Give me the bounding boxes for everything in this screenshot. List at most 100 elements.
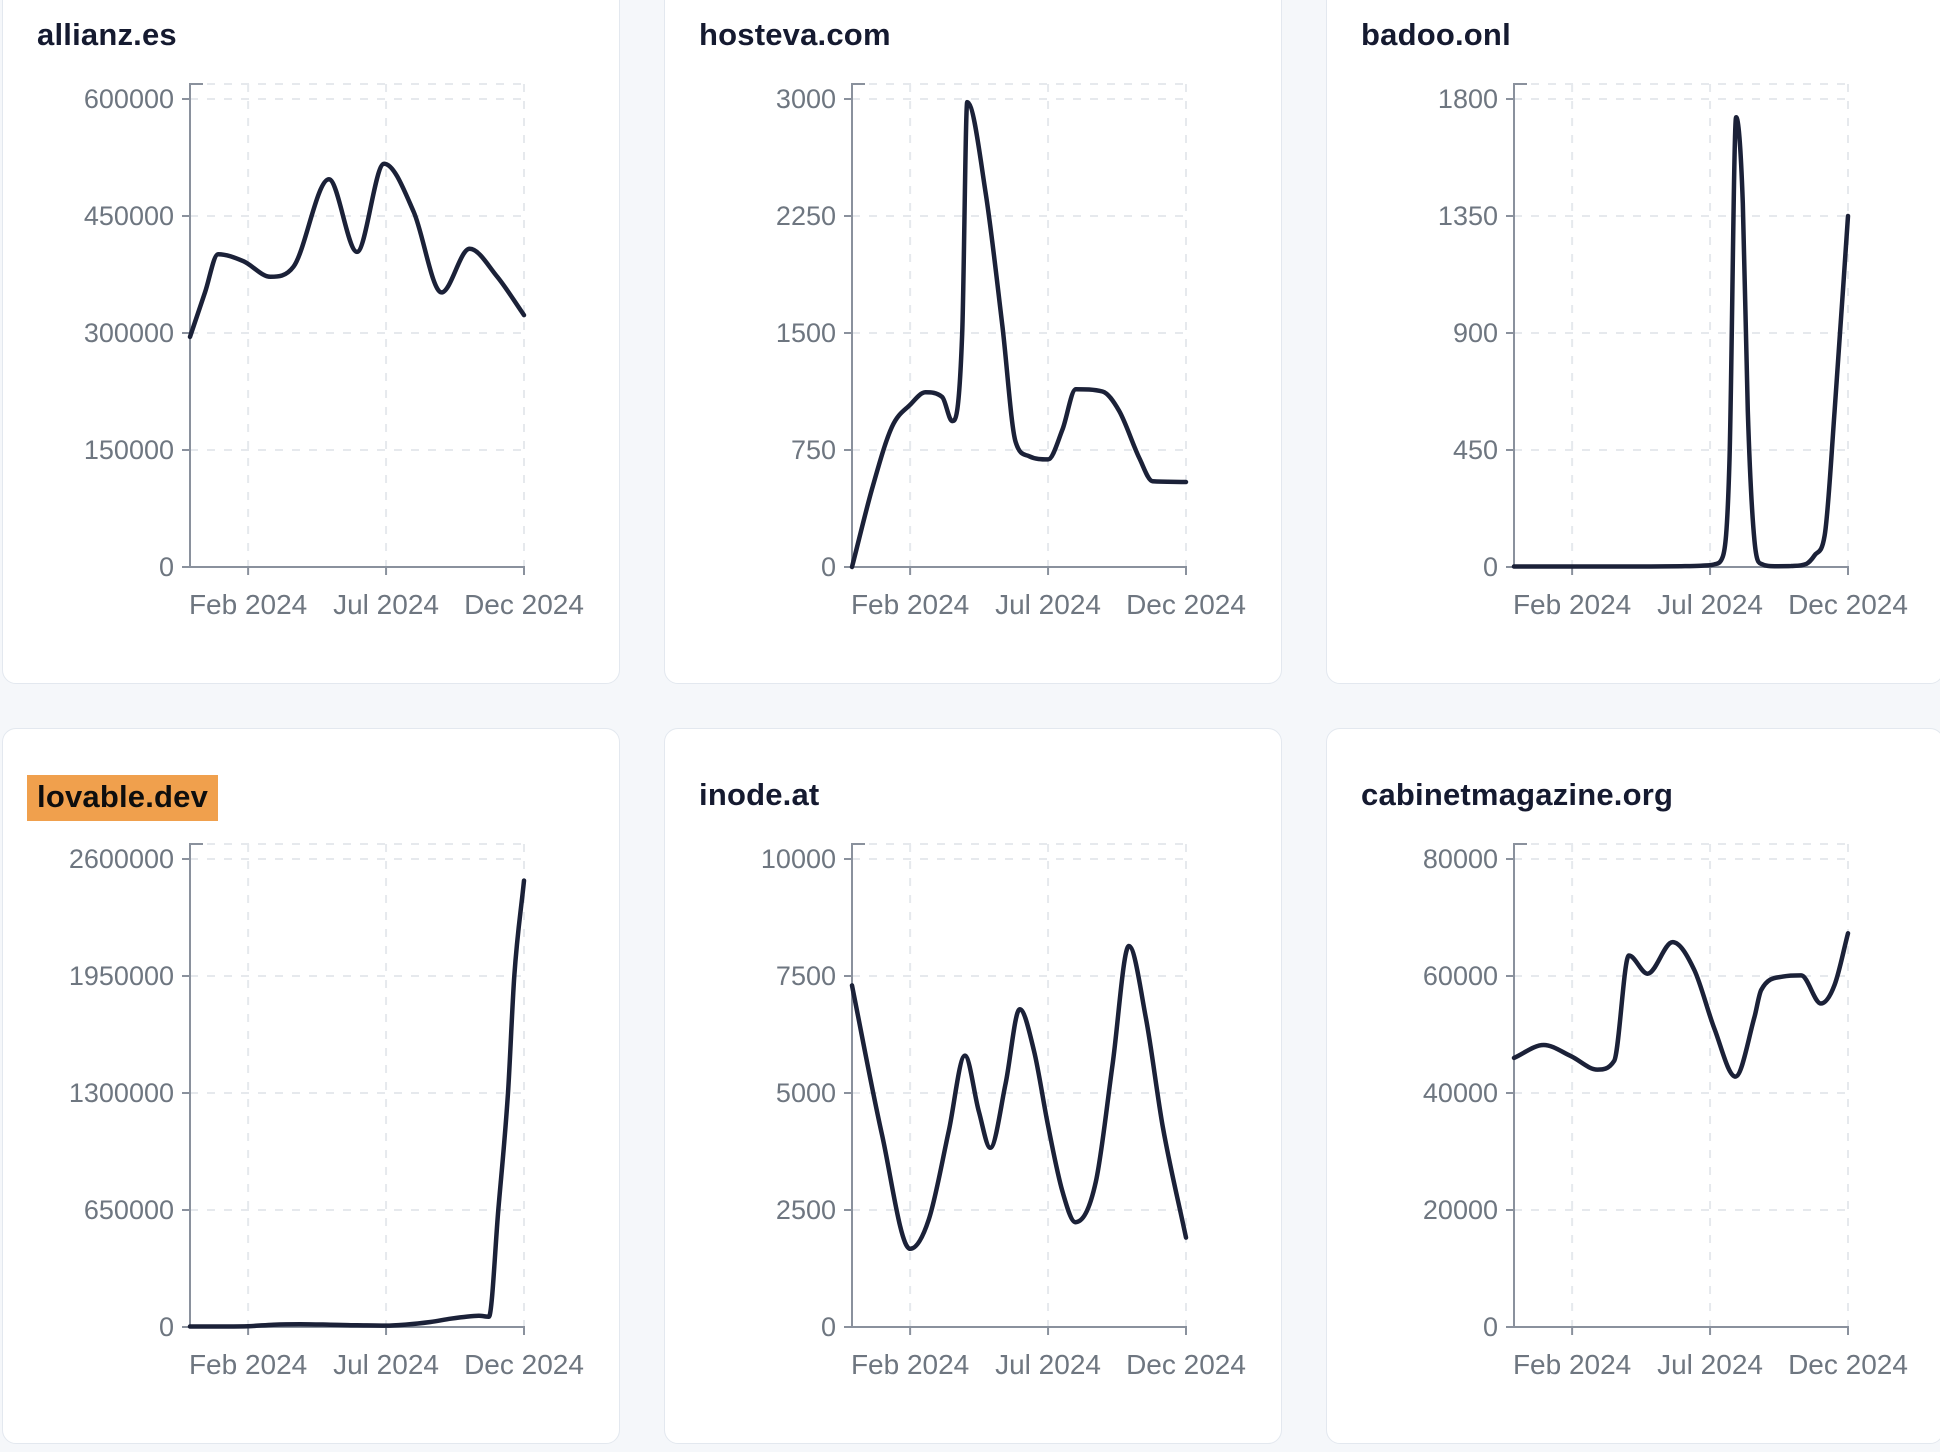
x-tick-label: Dec 2024 xyxy=(464,589,584,620)
chart-card-lovable-dev: lovable.dev 0 650000 1300000 1950000 2600000… xyxy=(2,728,620,1444)
x-tick-label: Feb 2024 xyxy=(189,1349,307,1380)
x-tick-label: Feb 2024 xyxy=(189,589,307,620)
y-tick-label: 750 xyxy=(791,435,836,465)
series-line xyxy=(187,161,527,340)
y-tick-label: 450000 xyxy=(84,201,174,231)
y-axis-labels: 0 150000 300000 450000 600000 xyxy=(84,84,174,582)
line-chart-lovable-dev: 0 650000 1300000 1950000 2600000 Feb 2024 Jul … xyxy=(69,843,584,1380)
axis-domain xyxy=(851,83,1187,575)
y-tick-label: 450 xyxy=(1453,435,1498,465)
x-tick-label: Dec 2024 xyxy=(1126,589,1246,620)
y-axis-ticks xyxy=(1506,98,1514,568)
x-gridlines xyxy=(909,84,1187,567)
x-tick-label: Dec 2024 xyxy=(464,1349,584,1380)
y-axis-labels: 0 650000 1300000 1950000 2600000 xyxy=(69,844,174,1342)
x-tick-label: Feb 2024 xyxy=(1513,1349,1631,1380)
y-axis-labels: 0 750 1500 2250 3000 xyxy=(776,84,836,582)
y-gridlines xyxy=(1514,98,1848,451)
line-chart-inode-at: 0 2500 5000 7500 10000 Feb 2024 Jul 2024 Dec 20… xyxy=(761,843,1246,1380)
y-tick-label: 7500 xyxy=(776,961,836,991)
x-tick-label: Feb 2024 xyxy=(851,589,969,620)
line-chart-cabinetmagazine-org: 0 20000 40000 60000 80000 Feb 2024 Jul 2024 Dec… xyxy=(1423,843,1908,1380)
y-tick-label: 1350 xyxy=(1438,201,1498,231)
y-tick-label: 0 xyxy=(821,552,836,582)
y-tick-label: 1950000 xyxy=(69,961,174,991)
y-tick-label: 5000 xyxy=(776,1078,836,1108)
y-tick-label: 1800 xyxy=(1438,84,1498,114)
line-chart-badoo-onl: 0 450 900 1350 1800 Feb 2024 Jul 2024 Dec 2024 xyxy=(1438,83,1908,620)
y-axis-ticks xyxy=(844,98,852,568)
x-axis-ticks xyxy=(909,1327,1187,1335)
axis-domain xyxy=(1513,83,1849,575)
chart-domain-label[interactable]: cabinetmagazine.org xyxy=(1361,777,1674,812)
y-tick-label: 1300000 xyxy=(69,1078,174,1108)
y-tick-label: 300000 xyxy=(84,318,174,348)
x-tick-label: Jul 2024 xyxy=(1657,589,1763,620)
series-line xyxy=(1511,114,1851,569)
y-tick-label: 0 xyxy=(159,1312,174,1342)
y-tick-label: 20000 xyxy=(1423,1195,1498,1225)
y-axis-ticks xyxy=(844,858,852,1328)
y-gridlines xyxy=(1514,858,1848,1211)
y-axis-labels: 0 20000 40000 60000 80000 xyxy=(1423,844,1498,1342)
x-tick-label: Dec 2024 xyxy=(1788,1349,1908,1380)
x-tick-label: Jul 2024 xyxy=(995,1349,1101,1380)
chart-title: hosteva.com xyxy=(699,15,891,55)
y-axis-ticks xyxy=(182,858,190,1328)
y-tick-label: 2500 xyxy=(776,1195,836,1225)
y-axis-labels: 0 450 900 1350 1800 xyxy=(1438,84,1498,582)
y-axis-labels: 0 2500 5000 7500 10000 xyxy=(761,844,836,1342)
x-gridlines xyxy=(909,844,1187,1327)
y-tick-label: 0 xyxy=(159,552,174,582)
y-tick-label: 0 xyxy=(1483,552,1498,582)
chart-title: badoo.onl xyxy=(1361,15,1511,55)
chart-card-cabinetmagazine-org: cabinetmagazine.org 0 20000 40000 60000 8000… xyxy=(1326,728,1940,1444)
x-tick-label: Jul 2024 xyxy=(333,589,439,620)
x-axis-labels: Feb 2024 Jul 2024 Dec 2024 xyxy=(189,1349,584,1380)
chart-title: inode.at xyxy=(699,775,819,815)
x-axis-labels: Feb 2024 Jul 2024 Dec 2024 xyxy=(1513,1349,1908,1380)
y-gridlines xyxy=(852,98,1186,451)
y-tick-label: 2250 xyxy=(776,201,836,231)
chart-card-badoo-onl: badoo.onl 0 450 900 1350 1800 Feb 2024 Jul 202… xyxy=(1326,0,1940,684)
x-tick-label: Jul 2024 xyxy=(333,1349,439,1380)
y-tick-label: 2600000 xyxy=(69,844,174,874)
x-tick-label: Feb 2024 xyxy=(851,1349,969,1380)
series-line xyxy=(849,99,1189,570)
chart-domain-label[interactable]: allianz.es xyxy=(37,17,177,52)
chart-domain-label[interactable]: badoo.onl xyxy=(1361,17,1511,52)
y-tick-label: 3000 xyxy=(776,84,836,114)
axis-domain xyxy=(189,843,525,1335)
chart-card-inode-at: inode.at 0 2500 5000 7500 10000 Feb 2024 Jul 2… xyxy=(664,728,1282,1444)
y-tick-label: 600000 xyxy=(84,84,174,114)
chart-domain-label[interactable]: lovable.dev xyxy=(27,775,219,821)
x-axis-ticks xyxy=(247,1327,525,1335)
axis-domain xyxy=(1513,843,1849,1335)
chart-title: allianz.es xyxy=(37,15,177,55)
y-tick-label: 1500 xyxy=(776,318,836,348)
x-gridlines xyxy=(247,844,525,1327)
axis-domain xyxy=(851,843,1187,1335)
y-tick-label: 10000 xyxy=(761,844,836,874)
y-axis-ticks xyxy=(182,98,190,568)
x-tick-label: Jul 2024 xyxy=(1657,1349,1763,1380)
y-tick-label: 150000 xyxy=(84,435,174,465)
axis-domain xyxy=(189,83,525,575)
series-line xyxy=(849,943,1189,1252)
y-gridlines xyxy=(190,98,524,451)
chart-domain-label[interactable]: hosteva.com xyxy=(699,17,891,52)
chart-title: cabinetmagazine.org xyxy=(1361,775,1673,815)
x-tick-label: Jul 2024 xyxy=(995,589,1101,620)
x-tick-label: Dec 2024 xyxy=(1126,1349,1246,1380)
x-axis-ticks xyxy=(247,567,525,575)
y-tick-label: 0 xyxy=(821,1312,836,1342)
x-gridlines xyxy=(247,84,525,567)
x-gridlines xyxy=(1571,84,1849,567)
y-gridlines xyxy=(190,858,524,1211)
x-tick-label: Dec 2024 xyxy=(1788,589,1908,620)
series-line xyxy=(1511,931,1851,1079)
x-axis-ticks xyxy=(1571,1327,1849,1335)
x-axis-labels: Feb 2024 Jul 2024 Dec 2024 xyxy=(851,1349,1246,1380)
chart-domain-label[interactable]: inode.at xyxy=(699,777,820,812)
